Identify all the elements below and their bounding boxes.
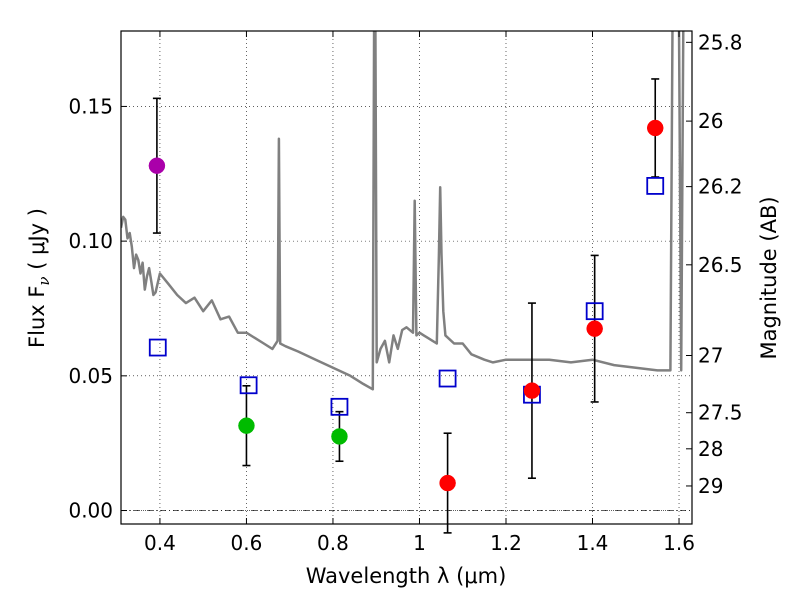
model-square-marker	[438, 369, 457, 388]
y-tick-label: 0.15	[68, 94, 113, 118]
y-axis-label-main: Flux F	[25, 286, 49, 348]
y-tick-label: 0.00	[68, 499, 113, 523]
observed-point	[439, 474, 456, 492]
model-square-marker	[585, 302, 604, 321]
observed-point	[523, 382, 541, 399]
y-axis-label-unit: ( μJy )	[25, 208, 49, 276]
model-square-marker	[148, 338, 167, 357]
y-axis-ticks: 0.00 0.05 0.10 0.15	[68, 94, 127, 523]
observed-point	[148, 157, 166, 174]
magnitude-tick-label: 28	[698, 437, 723, 461]
observed-point	[586, 320, 603, 337]
x-axis-ticks: 0.4 0.6 0.8 1 1.2 1.4 1.6	[144, 31, 695, 555]
observed-point	[238, 417, 255, 434]
model-square-marker	[239, 376, 258, 395]
observed-point	[331, 428, 348, 445]
y-axis-label-subscript: ν	[35, 276, 53, 285]
magnitude-tick-label: 27	[698, 343, 723, 367]
magnitude-axis-ticks: 25.8 26 26.2 26.5 27 27.5 28 29	[686, 30, 743, 498]
magnitude-axis-label: Magnitude (AB)	[757, 196, 781, 359]
model-photometry-squares	[148, 177, 665, 416]
plot-frame	[120, 30, 693, 525]
y-axis-label: Flux Fν ( μJy )	[25, 208, 53, 348]
magnitude-tick-label: 29	[698, 474, 723, 498]
y-tick-label: 0.10	[68, 229, 113, 253]
observed-points	[148, 119, 664, 492]
magnitude-tick-label: 26.2	[698, 175, 743, 199]
sed-line-path	[121, 31, 685, 391]
x-tick-label: 1.2	[490, 531, 522, 555]
magnitude-tick-label: 27.5	[698, 401, 743, 425]
magnitude-tick-label: 26.5	[698, 253, 743, 277]
x-tick-label: 0.6	[231, 531, 263, 555]
x-tick-label: 0.4	[144, 531, 176, 555]
magnitude-tick-label: 25.8	[698, 30, 743, 54]
x-tick-label: 0.8	[317, 531, 349, 555]
magnitude-tick-label: 26	[698, 109, 723, 133]
x-axis-label: Wavelength λ (μm)	[306, 564, 507, 588]
model-square-marker	[646, 177, 665, 195]
x-tick-label: 1	[413, 531, 426, 555]
sed-model-line	[121, 31, 685, 391]
model-square-marker	[330, 397, 349, 416]
x-tick-label: 1.6	[663, 531, 695, 555]
observed-point	[646, 119, 664, 137]
x-tick-label: 1.4	[577, 531, 609, 555]
y-tick-label: 0.05	[68, 364, 113, 388]
